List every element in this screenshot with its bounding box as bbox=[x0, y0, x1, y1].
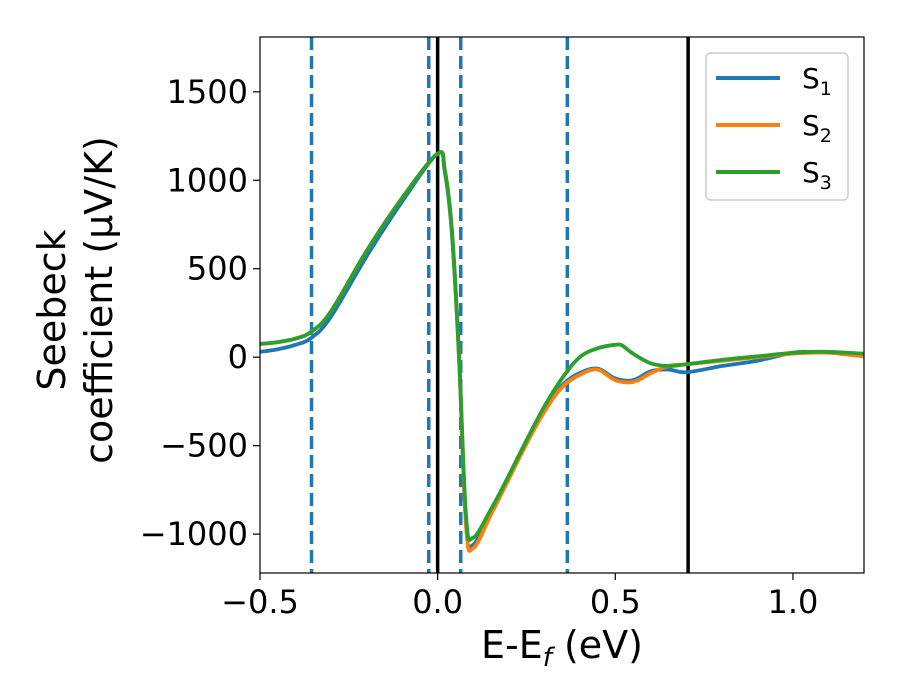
y-tick-label: −1000 bbox=[140, 515, 248, 553]
legend-label-s3: S3 bbox=[802, 156, 832, 194]
y-tick-label: 1500 bbox=[167, 73, 248, 111]
y-axis-label-line2: coefficient (μV/K) bbox=[77, 136, 121, 464]
y-axis-label-line1: Seebeck bbox=[30, 229, 74, 390]
series-line-s2 bbox=[260, 150, 864, 553]
x-tick-label: −0.5 bbox=[221, 583, 299, 621]
legend-label-s2: S2 bbox=[802, 109, 832, 147]
y-tick-label: 0 bbox=[228, 338, 248, 376]
legend-label-s1: S1 bbox=[802, 62, 832, 100]
x-axis-label-suffix: (eV) bbox=[552, 623, 643, 667]
reference-lines bbox=[309, 37, 690, 573]
y-tick-label: −500 bbox=[160, 427, 248, 465]
y-tick-label: 500 bbox=[187, 250, 248, 288]
series-lines bbox=[260, 150, 864, 553]
legend: S1 S2 S3 bbox=[705, 52, 849, 201]
series-line-s1 bbox=[260, 150, 864, 551]
x-axis-label: E-Ef (eV) bbox=[481, 623, 643, 673]
plot-frame bbox=[259, 36, 865, 574]
axis-ticks: −0.5 0.0 0.5 1.0 −1000 −500 0 500 1000 1500 bbox=[140, 73, 819, 621]
x-tick-label: 0.5 bbox=[590, 583, 641, 621]
series-line-s3 bbox=[260, 150, 864, 543]
x-tick-label: 1.0 bbox=[767, 583, 818, 621]
x-axis-label-base: E-E bbox=[481, 623, 543, 667]
x-tick-label: 0.0 bbox=[412, 583, 463, 621]
y-tick-label: 1000 bbox=[167, 161, 248, 199]
